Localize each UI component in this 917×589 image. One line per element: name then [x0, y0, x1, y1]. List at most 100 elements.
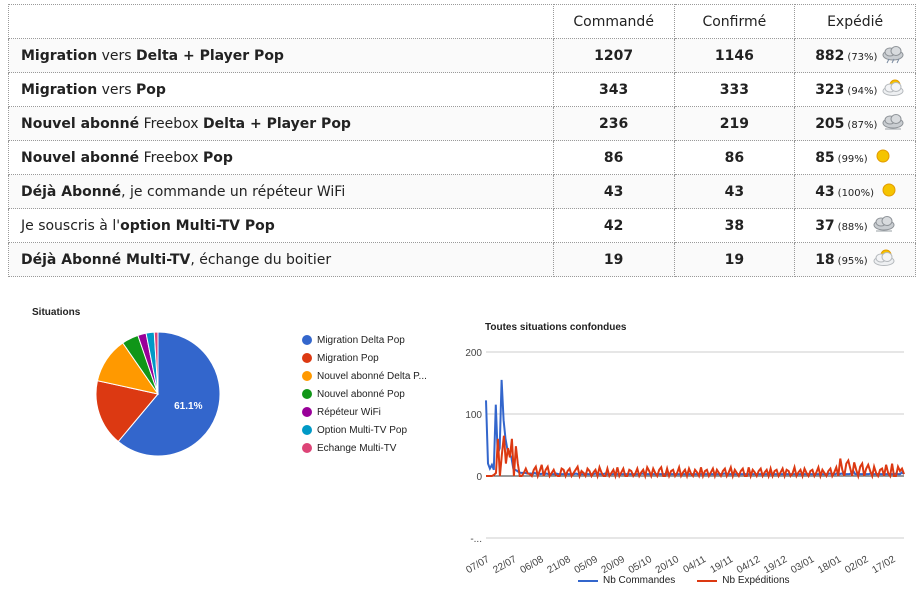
pie-legend-item[interactable]: Option Multi-TV Pop [302, 421, 427, 439]
confirmed-count: 219 [673, 106, 796, 141]
legend-dot [302, 425, 312, 435]
legend-dot [302, 335, 312, 345]
pie-slice[interactable] [153, 331, 159, 395]
x-tick-label: 05/10 [627, 554, 655, 575]
table-header-row: Commandé Confirmé Expédié [8, 4, 916, 39]
ordered-count: 42 [552, 208, 675, 243]
line-legend: Nb Commandes Nb Expéditions [578, 575, 790, 586]
x-tick-label: 03/01 [789, 554, 817, 575]
row-label: Je souscris à l'option Multi-TV Pop [8, 208, 554, 243]
x-tick-label: 04/11 [681, 554, 708, 575]
ordered-count: 236 [552, 106, 675, 141]
x-tick-label: 19/11 [709, 554, 736, 575]
legend-label: Répéteur WiFi [317, 406, 381, 418]
ordered-count: 43 [552, 174, 675, 209]
confirmed-count: 38 [673, 208, 796, 243]
storm-cloud-icon [881, 44, 905, 68]
row-label-segment: Migration [21, 81, 98, 98]
legend-label: Migration Delta Pop [317, 334, 405, 346]
table-row: Nouvel abonné Freebox Delta + Player Pop… [8, 106, 916, 141]
x-tick-label: 05/09 [573, 554, 601, 575]
row-label-segment: Nouvel abonné [21, 149, 140, 166]
x-tick-label: 19/12 [762, 554, 790, 575]
header-shipped: Expédié [794, 4, 916, 39]
legend-item-orders: Nb Commandes [578, 575, 675, 586]
legend-label: Option Multi-TV Pop [317, 424, 408, 436]
pie-legend-item[interactable]: Nouvel abonné Pop [302, 385, 427, 403]
y-tick-label: 200 [465, 348, 482, 359]
table-row: Je souscris à l'option Multi-TV Pop 42 38 3… [8, 208, 916, 243]
sun-cloud-icon [881, 78, 905, 102]
legend-item-shipments: Nb Expéditions [697, 575, 790, 586]
row-label-segment: Freebox [139, 115, 204, 132]
shipped-percent: (73%) [847, 51, 878, 63]
shipped-cell: 37 (88%) [794, 208, 916, 243]
y-tick-label: -... [470, 534, 482, 545]
pie-slice[interactable] [117, 331, 221, 457]
legend-swatch-shipments [697, 579, 718, 582]
row-label: Déjà Abonné Multi-TV, échange du boitier [8, 242, 554, 277]
legend-label: Nouvel abonné Pop [317, 388, 405, 400]
row-label-segment: Pop [136, 81, 166, 98]
line-chart: 200 100 0 -... 07/07 22/07 06/08 21/08 05/09 20/0… [464, 348, 905, 575]
table-row: Migration vers Pop 343 333 323 (94%) [8, 72, 916, 107]
legend-swatch-orders [578, 579, 598, 582]
legend-label-shipments: Nb Expéditions [722, 575, 790, 586]
shipped-cell: 43 (100%) [794, 174, 916, 209]
x-tick-label: 04/12 [735, 554, 763, 575]
shipped-count: 882 [815, 47, 845, 64]
row-label-segment: Delta + Player Pop [203, 115, 351, 132]
x-tick-label: 06/08 [518, 554, 546, 575]
legend-dot [302, 407, 312, 417]
row-label-segment: Migration [21, 47, 98, 64]
cloud-icon [881, 112, 905, 136]
row-label-segment: , je commande un répéteur WiFi [121, 183, 346, 200]
shipped-percent: (95%) [837, 255, 868, 267]
pie-legend: Migration Delta Pop Migration Pop Nouvel a… [302, 331, 427, 457]
row-label: Migration vers Delta + Player Pop [8, 38, 554, 73]
pie-legend-item[interactable]: Echange Multi-TV [302, 439, 427, 457]
cloud-icon [872, 214, 896, 238]
pie-chart: 61.1% [95, 331, 221, 457]
shipped-count: 323 [815, 81, 845, 98]
orders-table: Commandé Confirmé Expédié Migration vers… [8, 4, 916, 277]
ordered-count: 1207 [552, 38, 675, 73]
row-label-segment: Je souscris à l' [21, 217, 121, 234]
x-tick-label: 22/07 [491, 554, 519, 575]
shipped-percent: (100%) [837, 187, 875, 199]
pie-legend-item[interactable]: Migration Pop [302, 349, 427, 367]
legend-dot [302, 443, 312, 453]
pie-legend-item[interactable]: Nouvel abonné Delta P... [302, 367, 427, 385]
x-tick-label: 17/02 [870, 554, 898, 575]
x-tick-label: 18/01 [816, 554, 844, 575]
row-label: Migration vers Pop [8, 72, 554, 107]
pie-legend-item[interactable]: Répéteur WiFi [302, 403, 427, 421]
legend-dot [302, 353, 312, 363]
header-blank-cell [8, 4, 554, 39]
legend-label-orders: Nb Commandes [603, 575, 676, 586]
x-tick-label: 07/07 [464, 554, 492, 575]
confirmed-count: 19 [673, 242, 796, 277]
row-label-segment: Déjà Abonné [21, 183, 122, 200]
row-label-segment: Nouvel abonné [21, 115, 140, 132]
x-tick-label: 02/02 [843, 554, 871, 575]
shipped-count: 18 [815, 251, 835, 268]
confirmed-count: 43 [673, 174, 796, 209]
ordered-count: 86 [552, 140, 675, 175]
row-label-segment: vers [97, 81, 137, 98]
confirmed-count: 86 [673, 140, 796, 175]
row-label-segment: Freebox [139, 149, 204, 166]
x-tick-label: 21/08 [546, 554, 574, 575]
row-label: Déjà Abonné, je commande un répéteur WiF… [8, 174, 554, 209]
row-label-segment: , échange du boitier [190, 251, 332, 268]
series-line [486, 435, 905, 480]
line-chart-title: Toutes situations confondues [485, 322, 627, 333]
pie-legend-item[interactable]: Migration Delta Pop [302, 331, 427, 349]
table-row: Déjà Abonné, je commande un répéteur WiF… [8, 174, 916, 209]
shipped-cell: 18 (95%) [794, 242, 916, 277]
x-tick-label: 20/10 [654, 554, 682, 575]
pie-slice[interactable] [95, 380, 159, 443]
shipped-percent: (87%) [847, 119, 878, 131]
shipped-cell: 85 (99%) [794, 140, 916, 175]
shipped-count: 205 [815, 115, 845, 132]
